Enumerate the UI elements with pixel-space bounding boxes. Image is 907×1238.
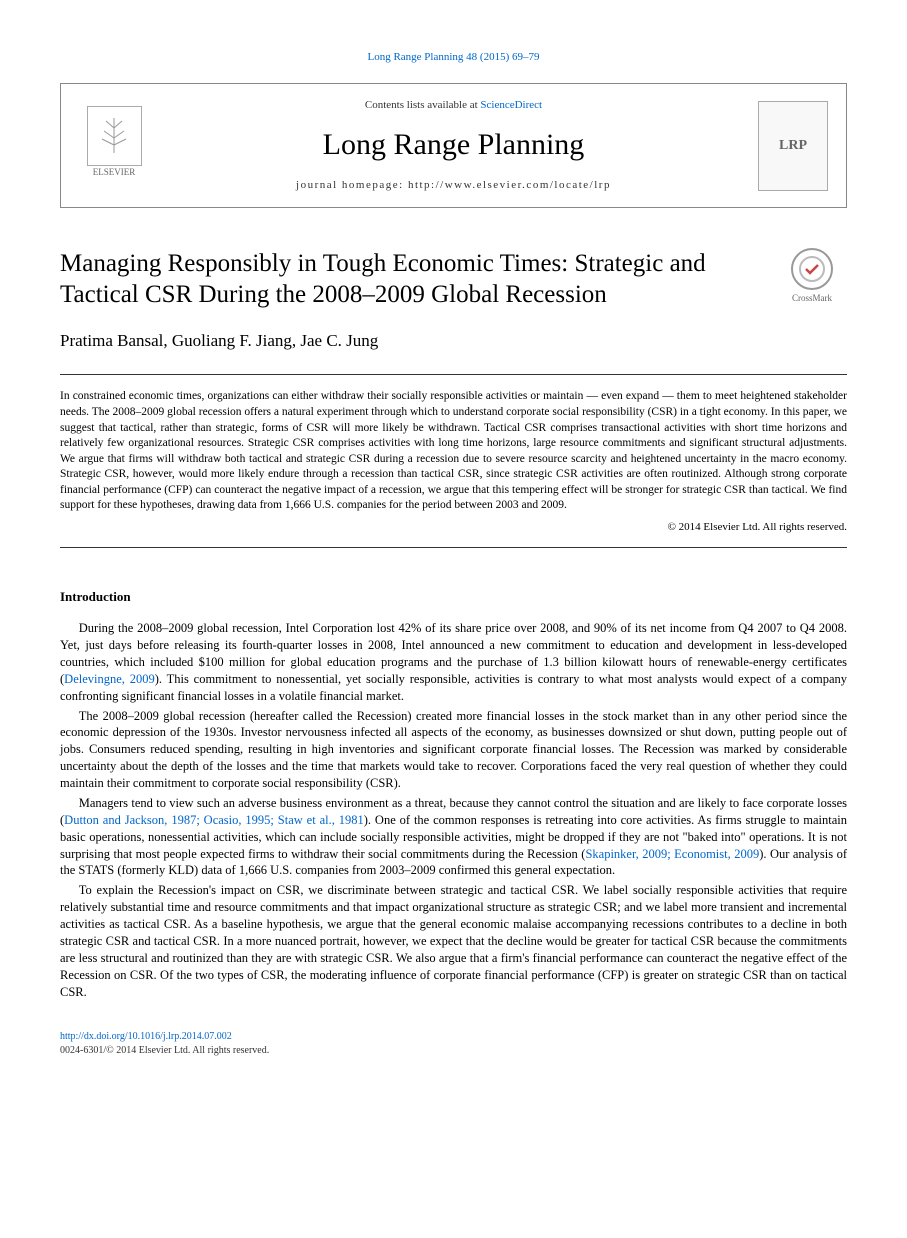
issn-copyright-line: 0024-6301/© 2014 Elsevier Ltd. All right… — [60, 1044, 847, 1058]
homepage-url[interactable]: http://www.elsevier.com/locate/lrp — [408, 179, 611, 191]
journal-cover-thumbnail: LRP — [758, 101, 828, 191]
journal-issue-link[interactable]: Long Range Planning 48 (2015) 69–79 — [60, 50, 847, 65]
crossmark-icon — [791, 248, 833, 290]
elsevier-logo: ELSEVIER — [79, 106, 149, 186]
citation-link[interactable]: Skapinker, 2009; Economist, 2009 — [585, 847, 759, 861]
divider — [60, 547, 847, 548]
citation-link[interactable]: Delevingne, 2009 — [64, 672, 155, 686]
divider — [60, 374, 847, 375]
intro-paragraph-2: The 2008–2009 global recession (hereafte… — [60, 708, 847, 792]
sciencedirect-link[interactable]: ScienceDirect — [480, 99, 542, 111]
section-heading-introduction: Introduction — [60, 588, 847, 606]
journal-header: ELSEVIER Contents lists available at Sci… — [60, 83, 847, 208]
crossmark-badge[interactable]: CrossMark — [777, 248, 847, 305]
contents-available-line: Contents lists available at ScienceDirec… — [164, 98, 743, 113]
homepage-line: journal homepage: http://www.elsevier.co… — [164, 178, 743, 193]
p1-text-b: ). This commitment to nonessential, yet … — [60, 672, 847, 703]
elsevier-tree-icon — [87, 106, 142, 166]
intro-paragraph-1: During the 2008–2009 global recession, I… — [60, 620, 847, 704]
abstract-copyright: © 2014 Elsevier Ltd. All rights reserved… — [60, 520, 847, 535]
journal-name: Long Range Planning — [164, 124, 743, 166]
cover-label: LRP — [779, 136, 807, 156]
contents-prefix: Contents lists available at — [365, 99, 480, 111]
header-center: Contents lists available at ScienceDirec… — [164, 98, 743, 193]
abstract-text: In constrained economic times, organizat… — [60, 389, 847, 513]
citation-link[interactable]: Dutton and Jackson, 1987; Ocasio, 1995; … — [64, 813, 364, 827]
authors-line: Pratima Bansal, Guoliang F. Jiang, Jae C… — [60, 329, 847, 353]
intro-paragraph-3: Managers tend to view such an adverse bu… — [60, 795, 847, 879]
crossmark-label: CrossMark — [792, 292, 832, 305]
homepage-prefix: journal homepage: — [296, 179, 408, 191]
intro-paragraph-4: To explain the Recession's impact on CSR… — [60, 882, 847, 1000]
publisher-name: ELSEVIER — [93, 166, 136, 179]
page-footer: http://dx.doi.org/10.1016/j.lrp.2014.07.… — [60, 1030, 847, 1058]
doi-link[interactable]: http://dx.doi.org/10.1016/j.lrp.2014.07.… — [60, 1030, 847, 1044]
article-title: Managing Responsibly in Tough Economic T… — [60, 248, 757, 311]
